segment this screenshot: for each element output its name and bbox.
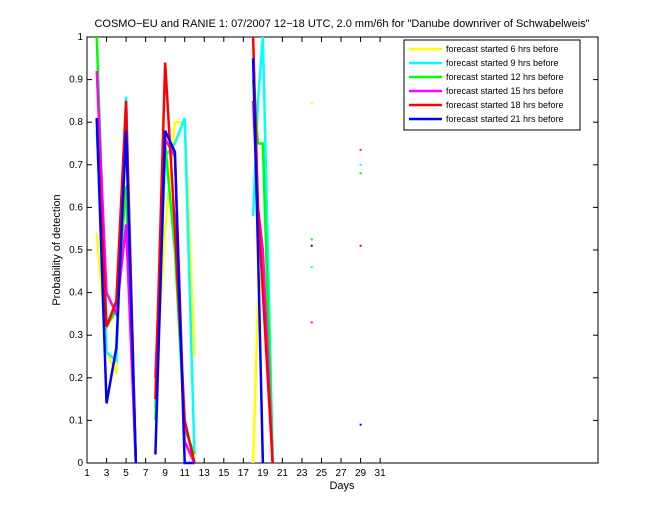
x-tick-label: 7 [143,468,149,479]
series-line [154,130,195,465]
series-line [95,117,138,464]
x-tick-label: 25 [316,468,328,479]
y-tick-label: 0.7 [69,160,83,171]
series-line [154,62,196,464]
point [359,148,362,151]
legend-label: forecast started 12 hrs before [446,72,564,82]
x-axis-label: Days [329,480,355,492]
legend-label: forecast started 18 hrs before [446,100,564,110]
legend-box [403,39,581,131]
series-line [95,71,138,464]
x-tick-label: 11 [180,468,191,479]
y-tick-label: 0.5 [69,245,83,256]
x-tick-label: 3 [104,468,110,479]
x-tick-label: 5 [123,468,129,479]
y-tick-label: 0.4 [69,288,83,299]
x-tick-label: 29 [355,468,367,479]
point [359,163,362,166]
legend-label: forecast started 15 hrs before [446,86,564,96]
x-tick-label: 15 [218,468,230,479]
x-tick-label: 21 [277,468,289,479]
x-tick-label: 9 [162,468,168,479]
y-tick-label: 0.2 [69,373,83,384]
series-line [251,58,265,464]
x-tick-label: 27 [335,468,347,479]
legend-label: forecast started 9 hrs before [446,58,559,68]
point [310,102,313,105]
point [359,172,362,175]
point [310,321,313,324]
point [359,423,362,426]
point [310,244,313,247]
y-tick-label: 1 [77,32,83,43]
x-tick-label: 17 [238,468,250,479]
x-tick-label: 31 [375,468,387,479]
x-tick-label: 13 [199,468,211,479]
legend-label: forecast started 6 hrs before [446,44,559,54]
y-tick-label: 0.6 [69,202,83,213]
y-tick-label: 0.3 [69,330,83,341]
y-tick-label: 0.8 [69,117,83,128]
point [310,266,313,269]
y-tick-label: 0.9 [69,75,83,86]
point [310,238,313,241]
legend-label: forecast started 21 hrs before [446,114,564,124]
y-tick-label: 0 [77,458,83,469]
y-axis-label: Probability of detection [51,194,63,305]
point [359,244,362,247]
x-tick-label: 19 [257,468,269,479]
chart-title: COSMO−EU and RANIE 1: 07/2007 12−18 UTC,… [94,18,589,30]
x-tick-label: 23 [296,468,308,479]
y-tick-label: 0.1 [69,415,83,426]
x-tick-label: 1 [84,468,90,479]
